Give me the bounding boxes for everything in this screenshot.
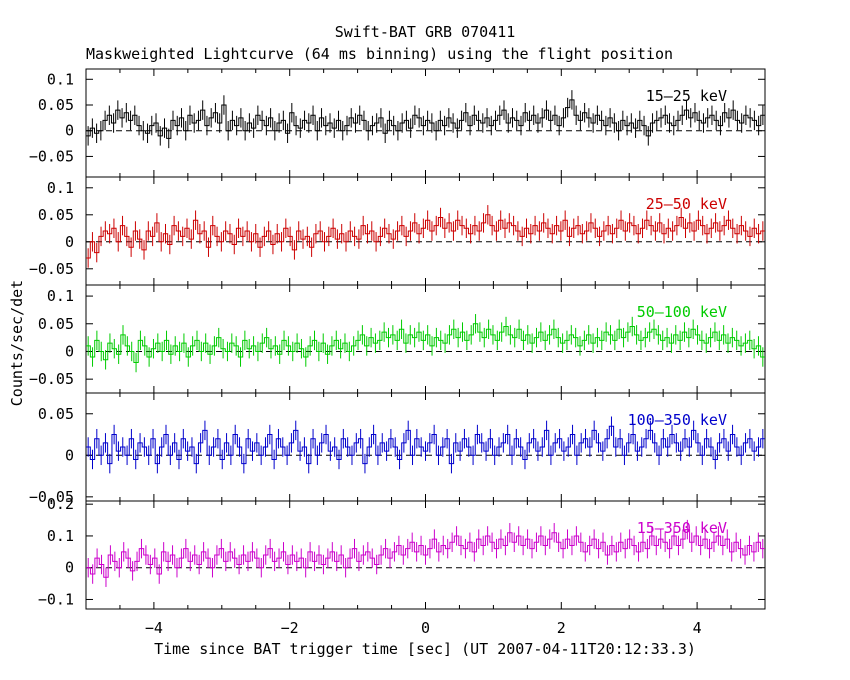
y-tick-label: −0.05: [29, 488, 74, 506]
y-tick-label: 0: [65, 342, 74, 360]
chart-subtitle: Maskweighted Lightcurve (64 ms binning) …: [86, 45, 673, 63]
y-tick-label: 0.1: [47, 179, 74, 197]
chart-title: Swift-BAT GRB 070411: [335, 23, 516, 41]
y-tick-label: 0: [65, 446, 74, 464]
y-tick-label: 0.2: [47, 495, 74, 513]
panel-3: −0.05 0 0.05 100–350 keV: [29, 392, 766, 506]
x-tick-label: 2: [557, 619, 566, 637]
band-label: 50–100 keV: [637, 303, 727, 321]
x-tick-label: −2: [281, 619, 299, 637]
series-line: [86, 425, 765, 465]
x-tick-labels: −4 −2 0 2 4: [145, 619, 702, 637]
y-tick-label: 0.05: [38, 405, 74, 423]
x-tick-label: −4: [145, 619, 163, 637]
series-line: [86, 529, 765, 578]
x-axis-label: Time since BAT trigger time [sec] (UT 20…: [154, 640, 696, 658]
band-label: 15–25 keV: [646, 87, 727, 105]
x-tick-label: 0: [421, 619, 430, 637]
y-tick-label: 0.05: [38, 315, 74, 333]
panel-frame: [85, 176, 766, 286]
band-label: 15–350 keV: [637, 519, 727, 537]
y-tick-label: 0.05: [38, 206, 74, 224]
x-tick-label: 4: [693, 619, 702, 637]
panel-stack: −0.05 0 0.05 0.1 15–25 keV −0.05 0 0.05 0.1 25–50…: [29, 68, 766, 610]
error-bars: [87, 205, 764, 268]
band-label: 100–350 keV: [628, 411, 727, 429]
y-tick-label: −0.05: [29, 370, 74, 388]
y-tick-label: −0.1: [38, 590, 74, 608]
panel-1: −0.05 0 0.05 0.1 25–50 keV: [29, 176, 766, 286]
y-tick-label: 0: [65, 122, 74, 140]
y-tick-label: −0.05: [29, 147, 74, 165]
y-tick-label: 0.1: [47, 287, 74, 305]
y-tick-label: 0.1: [47, 527, 74, 545]
panel-0: −0.05 0 0.05 0.1 15–25 keV: [29, 68, 766, 178]
panel-4: −0.1 0 0.1 0.2 15–350 keV: [38, 495, 766, 610]
y-tick-label: −0.05: [29, 260, 74, 278]
y-tick-label: 0.1: [47, 70, 74, 88]
band-label: 25–50 keV: [646, 195, 727, 213]
y-tick-label: 0: [65, 233, 74, 251]
series-line: [86, 323, 765, 364]
series-line: [86, 99, 765, 139]
error-bars: [87, 314, 764, 373]
y-axis-label: Counts/sec/det: [8, 280, 26, 406]
y-tick-label: 0.05: [38, 96, 74, 114]
series-line: [86, 214, 765, 259]
y-tick-label: 0: [65, 559, 74, 577]
panel-2: −0.05 0 0.05 0.1 50–100 keV: [29, 284, 766, 394]
